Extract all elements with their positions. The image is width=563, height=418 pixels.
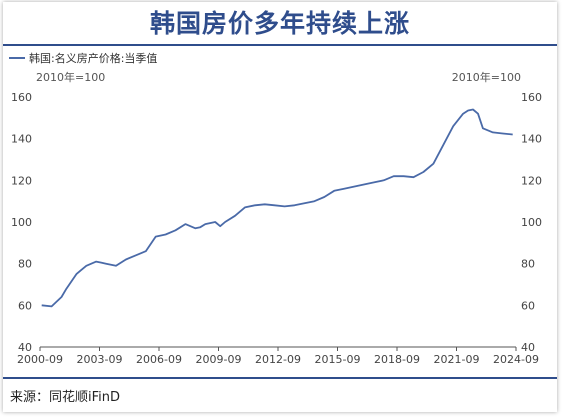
source-note: 来源：同花顺iFinD [10, 390, 121, 405]
x-tick-label: 2024-09 [493, 353, 539, 366]
y-tick-label-right: 100 [521, 216, 542, 229]
title-divider [3, 44, 557, 46]
x-tick-label: 2021-09 [434, 353, 480, 366]
y-tick-label-left: 40 [18, 341, 32, 354]
x-tick-label: 2018-09 [374, 353, 420, 366]
y-tick-label-right: 40 [521, 341, 535, 354]
x-tick-label: 2000-09 [17, 353, 63, 366]
y-tick-label-right: 140 [521, 133, 542, 146]
x-tick-label: 2006-09 [136, 353, 182, 366]
y-tick-label-right: 80 [521, 258, 535, 271]
y-tick-label-left: 120 [11, 174, 32, 187]
source-divider [3, 377, 557, 379]
right-axis-unit: 2010年=100 [451, 71, 521, 84]
chart-legend: 韩国:名义房产价格:当季值 [9, 51, 157, 65]
y-tick-label-left: 60 [18, 299, 32, 312]
chart-card: 韩国房价多年持续上涨 韩国:名义房产价格:当季值 2010年=100 2010年… [3, 2, 557, 412]
y-tick-label-right: 60 [521, 299, 535, 312]
x-tick-label: 2015-09 [315, 353, 361, 366]
y-tick-label-left: 80 [18, 258, 32, 271]
chart-title: 韩国房价多年持续上涨 [149, 9, 410, 38]
series-line-house-price-index [41, 108, 513, 308]
y-tick-label-left: 100 [11, 216, 32, 229]
y-tick-label-right: 120 [521, 174, 542, 187]
legend-series-label: 韩国:名义房产价格:当季值 [29, 52, 158, 65]
y-tick-label-right: 160 [521, 91, 542, 104]
legend-line-swatch [9, 57, 25, 59]
x-tick-label: 2012-09 [255, 353, 301, 366]
left-axis-unit: 2010年=100 [36, 71, 106, 84]
x-tick-label: 2003-09 [77, 353, 123, 366]
y-tick-label-left: 160 [11, 91, 32, 104]
x-tick-label: 2009-09 [196, 353, 242, 366]
line-chart: 40 40 60 60 80 80 100 100 120 120 140 140 160 160 2000… [11, 91, 542, 366]
y-tick-label-left: 140 [11, 133, 32, 146]
